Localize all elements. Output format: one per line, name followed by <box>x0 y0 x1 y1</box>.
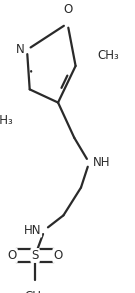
Text: N: N <box>16 43 24 56</box>
Text: HN: HN <box>24 224 41 236</box>
Text: CH₃: CH₃ <box>98 49 120 62</box>
Text: CH₃: CH₃ <box>24 290 46 293</box>
Text: O: O <box>8 249 17 262</box>
Text: S: S <box>31 249 39 262</box>
Text: O: O <box>53 249 63 262</box>
Text: NH: NH <box>92 156 110 169</box>
Text: O: O <box>63 3 72 16</box>
Text: CH₃: CH₃ <box>0 114 13 127</box>
